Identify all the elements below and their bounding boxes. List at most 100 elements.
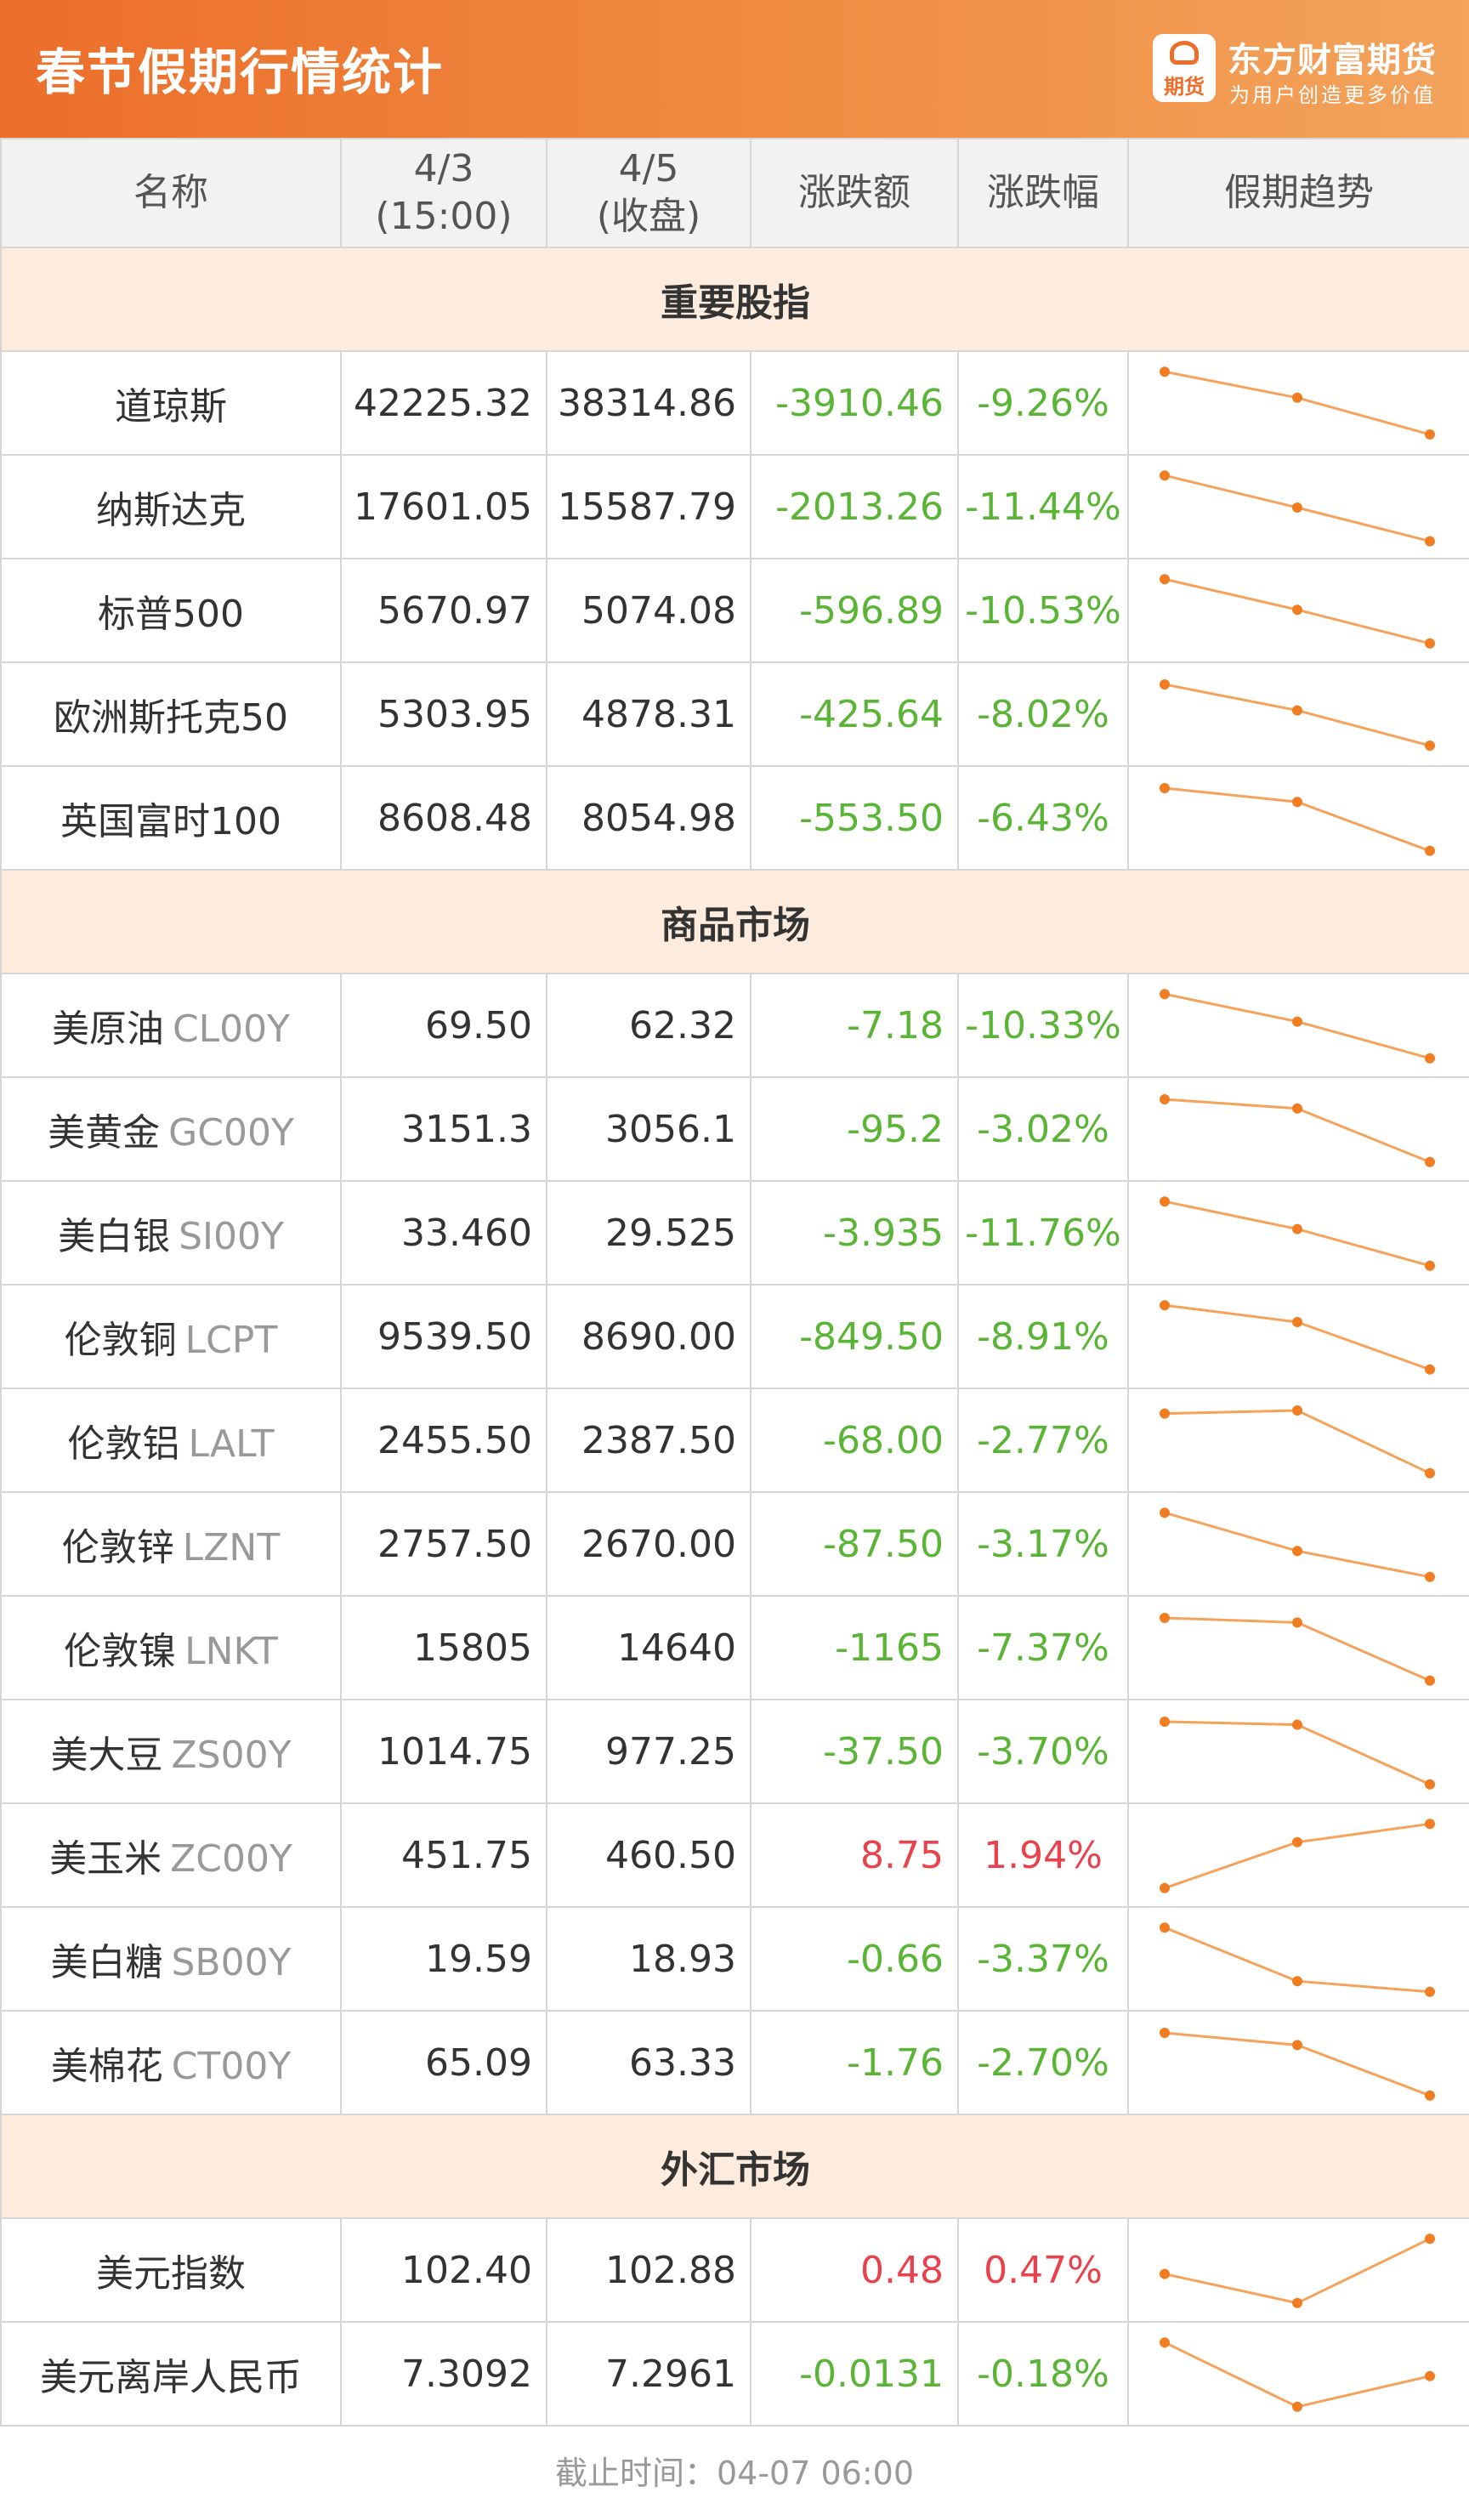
trend-sparkline	[1160, 1094, 1435, 1167]
cell-trend	[1127, 1180, 1469, 1286]
cell-name: 伦敦镍 LNKT	[0, 1595, 342, 1700]
cell-name: 纳斯达克	[0, 454, 342, 559]
instrument-name: 欧洲斯托克50	[54, 696, 288, 740]
cell-value-d1: 451.75	[340, 1802, 547, 1908]
trend-point	[1425, 1467, 1435, 1479]
trend-point	[1160, 989, 1170, 1000]
instrument-name: 标普500	[98, 593, 244, 636]
trend-point	[1292, 1836, 1302, 1847]
trend-line	[1164, 370, 1431, 436]
cell-value-d1: 15805	[340, 1595, 547, 1700]
col-header-name: 名称	[0, 138, 342, 248]
cell-value-d1: 65.09	[340, 2010, 547, 2115]
trend-sparkline	[1160, 2028, 1435, 2101]
cell-value-d2: 2387.50	[546, 1388, 752, 1493]
trend-point	[1160, 1613, 1170, 1623]
table-row: 纳斯达克 17601.05 15587.79 -2013.26 -11.44%	[0, 454, 1469, 559]
table-row: 道琼斯 42225.32 38314.86 -3910.46 -9.26%	[0, 350, 1469, 456]
section-header-row: 重要股指	[0, 247, 1469, 352]
trend-sparkline	[1160, 1613, 1435, 1686]
cell-name: 伦敦锌 LZNT	[0, 1491, 342, 1597]
trend-point	[1160, 1196, 1170, 1207]
instrument-name: 英国富时100	[60, 800, 281, 843]
trend-point	[1160, 2337, 1170, 2348]
cell-value-d1: 42225.32	[340, 350, 547, 456]
cell-value-d1: 3151.3	[340, 1076, 547, 1182]
cell-value-d1: 8608.48	[340, 765, 547, 871]
trend-point	[1292, 392, 1302, 403]
table-row: 美大豆 ZS00Y 1014.75 977.25 -37.50 -3.70%	[0, 1699, 1469, 1804]
cell-value-d1: 2757.50	[340, 1491, 547, 1597]
instrument-name: 美玉米	[49, 1837, 162, 1881]
trend-point	[1425, 1986, 1435, 1997]
cell-trend	[1127, 1284, 1469, 1389]
cell-pct: -3.37%	[957, 1906, 1129, 2012]
col-header-change: 涨跌额	[750, 138, 959, 248]
table-row: 伦敦铜 LCPT 9539.50 8690.00 -849.50 -8.91%	[0, 1284, 1469, 1389]
trend-point	[1160, 1094, 1170, 1104]
trend-point	[1425, 1571, 1435, 1582]
cell-change: -2013.26	[750, 454, 959, 559]
cell-value-d2: 4878.31	[546, 661, 752, 767]
trend-point	[1160, 574, 1170, 585]
instrument-code: LZNT	[182, 1526, 281, 1569]
cell-value-d2: 7.2961	[546, 2321, 752, 2426]
cell-value-d2: 2670.00	[546, 1491, 752, 1597]
col-header-d1-note: (15:00)	[375, 195, 513, 238]
cell-change: -68.00	[750, 1388, 959, 1493]
trend-sparkline	[1160, 989, 1435, 1064]
cell-value-d1: 1014.75	[340, 1699, 547, 1804]
col-header-d2-date: 4/5	[618, 147, 679, 190]
trend-point	[1292, 1317, 1302, 1327]
cell-pct: -10.53%	[957, 558, 1129, 663]
trend-sparkline	[1160, 1717, 1435, 1790]
cell-change: 0.48	[750, 2217, 959, 2323]
trend-point	[1425, 536, 1435, 547]
cell-change: -596.89	[750, 558, 959, 663]
trend-point	[1425, 1053, 1435, 1064]
cell-value-d2: 62.32	[546, 973, 752, 1078]
trend-point	[1292, 705, 1302, 716]
instrument-name: 美元离岸人民币	[40, 2356, 302, 2399]
cell-value-d2: 460.50	[546, 1802, 752, 1908]
cell-trend	[1127, 454, 1469, 559]
cell-value-d2: 14640	[546, 1595, 752, 1700]
cell-value-d2: 38314.86	[546, 350, 752, 456]
cell-trend	[1127, 1388, 1469, 1493]
trend-point	[1292, 2401, 1302, 2412]
trend-sparkline	[1160, 1196, 1435, 1271]
cell-name: 美黄金 GC00Y	[0, 1076, 342, 1182]
logo-text: 期货	[1164, 75, 1205, 99]
col-header-trend: 假期趋势	[1127, 138, 1469, 248]
trend-point	[1425, 1156, 1435, 1167]
instrument-name: 美原油	[51, 1007, 164, 1051]
trend-point	[1425, 845, 1435, 856]
cell-value-d2: 63.33	[546, 2010, 752, 2115]
instrument-code: CL00Y	[172, 1007, 291, 1051]
cell-pct: 1.94%	[957, 1802, 1129, 1908]
table-row: 美白糖 SB00Y 19.59 18.93 -0.66 -3.37%	[0, 1906, 1469, 2012]
trend-line	[1164, 1303, 1431, 1371]
cell-name: 伦敦铜 LCPT	[0, 1284, 342, 1389]
cell-name: 美原油 CL00Y	[0, 973, 342, 1078]
trend-point	[1160, 2268, 1170, 2279]
cell-change: -0.0131	[750, 2321, 959, 2426]
brand-name: 东方财富期货	[1228, 41, 1437, 80]
cell-pct: 0.47%	[957, 2217, 1129, 2323]
cell-value-d1: 17601.05	[340, 454, 547, 559]
table-row: 伦敦锌 LZNT 2757.50 2670.00 -87.50 -3.17%	[0, 1491, 1469, 1597]
trend-point	[1425, 2233, 1435, 2245]
brand-logo: 期货	[1153, 34, 1216, 102]
cell-value-d2: 15587.79	[546, 454, 752, 559]
table-row: 伦敦铝 LALT 2455.50 2387.50 -68.00 -2.77%	[0, 1388, 1469, 1493]
table-row: 美原油 CL00Y 69.50 62.32 -7.18 -10.33%	[0, 973, 1469, 1078]
cell-pct: -2.70%	[957, 2010, 1129, 2115]
trend-sparkline	[1160, 366, 1435, 440]
cell-value-d2: 8054.98	[546, 765, 752, 871]
trend-line	[1164, 1511, 1431, 1579]
trend-point	[1425, 741, 1435, 751]
instrument-code: LNKT	[184, 1630, 278, 1673]
cell-pct: -8.02%	[957, 661, 1129, 767]
trend-line	[1164, 2341, 1431, 2409]
cell-value-d2: 977.25	[546, 1699, 752, 1804]
